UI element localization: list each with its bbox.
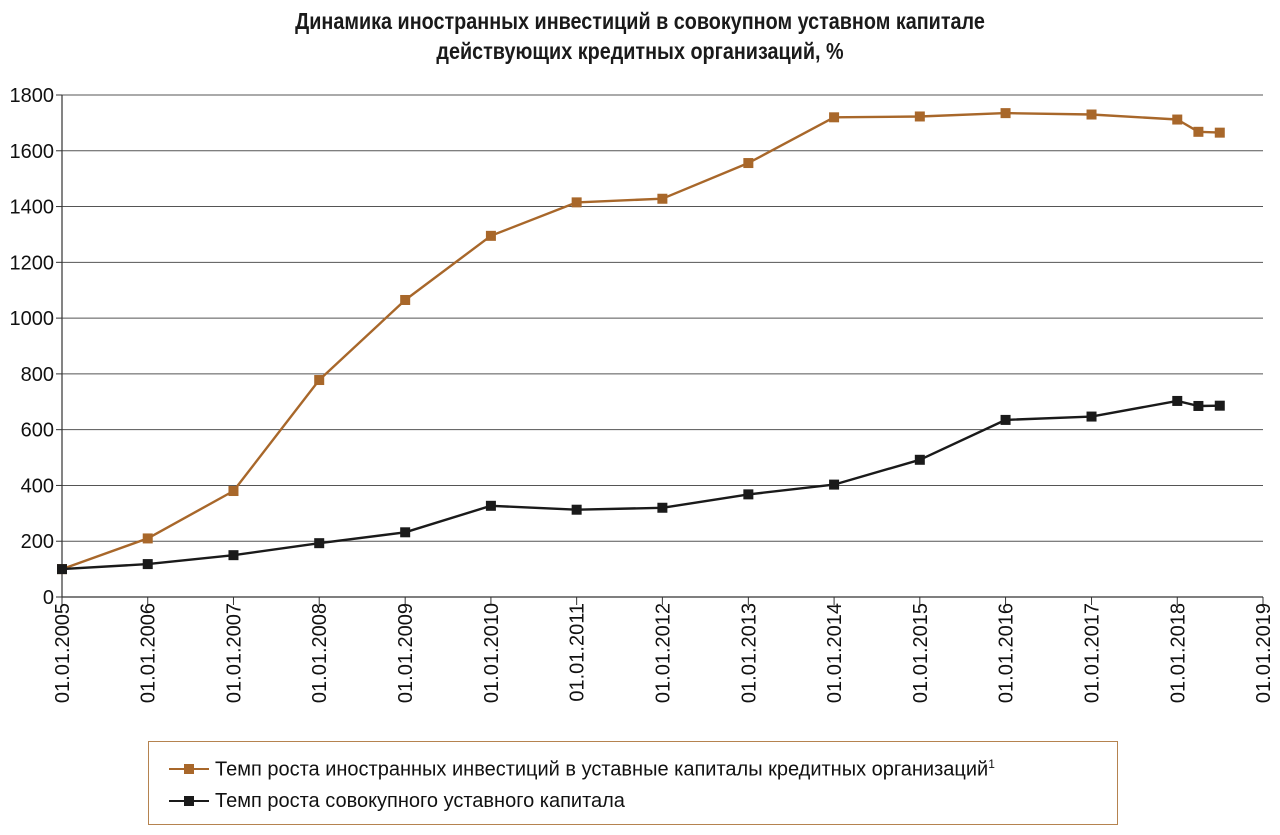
legend-label-foreign-investment: Темп роста иностранных инвестиций в уста… bbox=[215, 756, 995, 781]
y-tick-label: 1800 bbox=[10, 85, 55, 107]
series-line bbox=[61, 111, 1220, 571]
x-tick-label: 01.01.2019 bbox=[1253, 603, 1275, 703]
data-point[interactable] bbox=[914, 111, 925, 122]
legend-swatch-foreign-investment bbox=[169, 759, 209, 779]
x-tick-label: 01.01.2015 bbox=[910, 603, 932, 703]
data-point[interactable] bbox=[485, 500, 496, 511]
data-point[interactable] bbox=[400, 527, 411, 538]
data-point[interactable] bbox=[571, 504, 582, 515]
series-1 bbox=[57, 108, 1225, 575]
data-point[interactable] bbox=[829, 479, 840, 490]
x-tick-label: 01.01.2012 bbox=[652, 603, 674, 703]
data-point[interactable] bbox=[829, 112, 840, 123]
data-point[interactable] bbox=[1193, 400, 1204, 411]
x-tick-label: 01.01.2013 bbox=[738, 603, 760, 703]
legend: Темп роста иностранных инвестиций в уста… bbox=[148, 741, 1118, 825]
data-point[interactable] bbox=[1214, 127, 1225, 138]
data-point[interactable] bbox=[1193, 126, 1204, 137]
data-point[interactable] bbox=[57, 564, 67, 575]
grid bbox=[62, 94, 1263, 542]
y-tick-label: 1200 bbox=[10, 252, 55, 274]
chart-title-line-2: действующих кредитных организаций, % bbox=[436, 38, 844, 64]
legend-square-marker-icon bbox=[184, 764, 194, 774]
chart-title-line-1: Динамика иностранных инвестиций в совоку… bbox=[295, 8, 985, 34]
data-point[interactable] bbox=[314, 538, 325, 549]
data-point[interactable] bbox=[228, 486, 239, 497]
data-point[interactable] bbox=[1086, 411, 1097, 422]
legend-item-foreign-investment[interactable]: Темп роста иностранных инвестиций в уста… bbox=[169, 756, 995, 782]
y-tick-labels: 0 200 400 600 800 1000 1200 1400 1600 1800 bbox=[10, 85, 55, 609]
y-tick-label: 800 bbox=[21, 364, 54, 386]
y-tick-label: 0 bbox=[43, 587, 54, 609]
y-tick-label: 1600 bbox=[10, 141, 55, 163]
data-point[interactable] bbox=[743, 489, 754, 500]
x-tick-label: 01.01.2006 bbox=[138, 603, 160, 703]
y-tick-label: 200 bbox=[21, 531, 54, 553]
x-tick-label: 01.01.2005 bbox=[52, 603, 74, 703]
x-tick-labels: 01.01.2005 01.01.2006 01.01.2007 01.01.2008… bbox=[52, 603, 1275, 703]
axes bbox=[56, 94, 1264, 605]
data-point[interactable] bbox=[743, 158, 754, 169]
legend-footnote-mark: 1 bbox=[988, 756, 995, 771]
data-point[interactable] bbox=[1000, 414, 1011, 425]
x-tick-label: 01.01.2017 bbox=[1082, 603, 1104, 703]
series-2 bbox=[57, 395, 1225, 575]
x-tick-label: 01.01.2009 bbox=[395, 603, 417, 703]
series bbox=[57, 108, 1225, 575]
legend-label-total-capital: Темп роста совокупного уставного капитал… bbox=[215, 789, 625, 812]
data-point[interactable] bbox=[914, 454, 925, 465]
data-point[interactable] bbox=[657, 193, 668, 204]
x-tick-label: 01.01.2011 bbox=[567, 603, 589, 702]
data-point[interactable] bbox=[1214, 400, 1225, 411]
data-point[interactable] bbox=[1086, 109, 1097, 120]
line-chart: 0 200 400 600 800 1000 1200 1400 1600 1800 01.01.… bbox=[10, 85, 1276, 703]
data-point[interactable] bbox=[1172, 114, 1183, 125]
x-tick-label: 01.01.2007 bbox=[223, 603, 245, 703]
x-tick-label: 01.01.2018 bbox=[1167, 603, 1189, 703]
legend-square-marker-icon bbox=[184, 796, 194, 806]
y-tick-label: 1400 bbox=[10, 197, 55, 219]
legend-swatch-total-capital bbox=[169, 791, 209, 811]
data-point[interactable] bbox=[1172, 395, 1183, 406]
y-tick-label: 600 bbox=[21, 420, 54, 442]
data-point[interactable] bbox=[314, 375, 325, 386]
x-tick-label: 01.01.2014 bbox=[824, 603, 846, 703]
data-point[interactable] bbox=[485, 230, 496, 241]
x-tick-label: 01.01.2010 bbox=[481, 603, 503, 703]
x-tick-label: 01.01.2008 bbox=[309, 603, 331, 703]
data-point[interactable] bbox=[142, 559, 153, 570]
data-point[interactable] bbox=[142, 533, 153, 544]
data-point[interactable] bbox=[571, 197, 582, 208]
data-point[interactable] bbox=[657, 502, 668, 513]
data-point[interactable] bbox=[400, 294, 411, 305]
x-tick-label: 01.01.2016 bbox=[996, 603, 1018, 703]
y-tick-label: 400 bbox=[21, 475, 54, 497]
legend-item-total-capital[interactable]: Темп роста совокупного уставного капитал… bbox=[169, 788, 625, 814]
chart-title: Динамика иностранных инвестиций в совоку… bbox=[90, 6, 1191, 66]
y-tick-label: 1000 bbox=[10, 308, 55, 330]
series-line bbox=[61, 399, 1220, 571]
data-point[interactable] bbox=[1000, 108, 1011, 119]
data-point[interactable] bbox=[228, 550, 239, 561]
